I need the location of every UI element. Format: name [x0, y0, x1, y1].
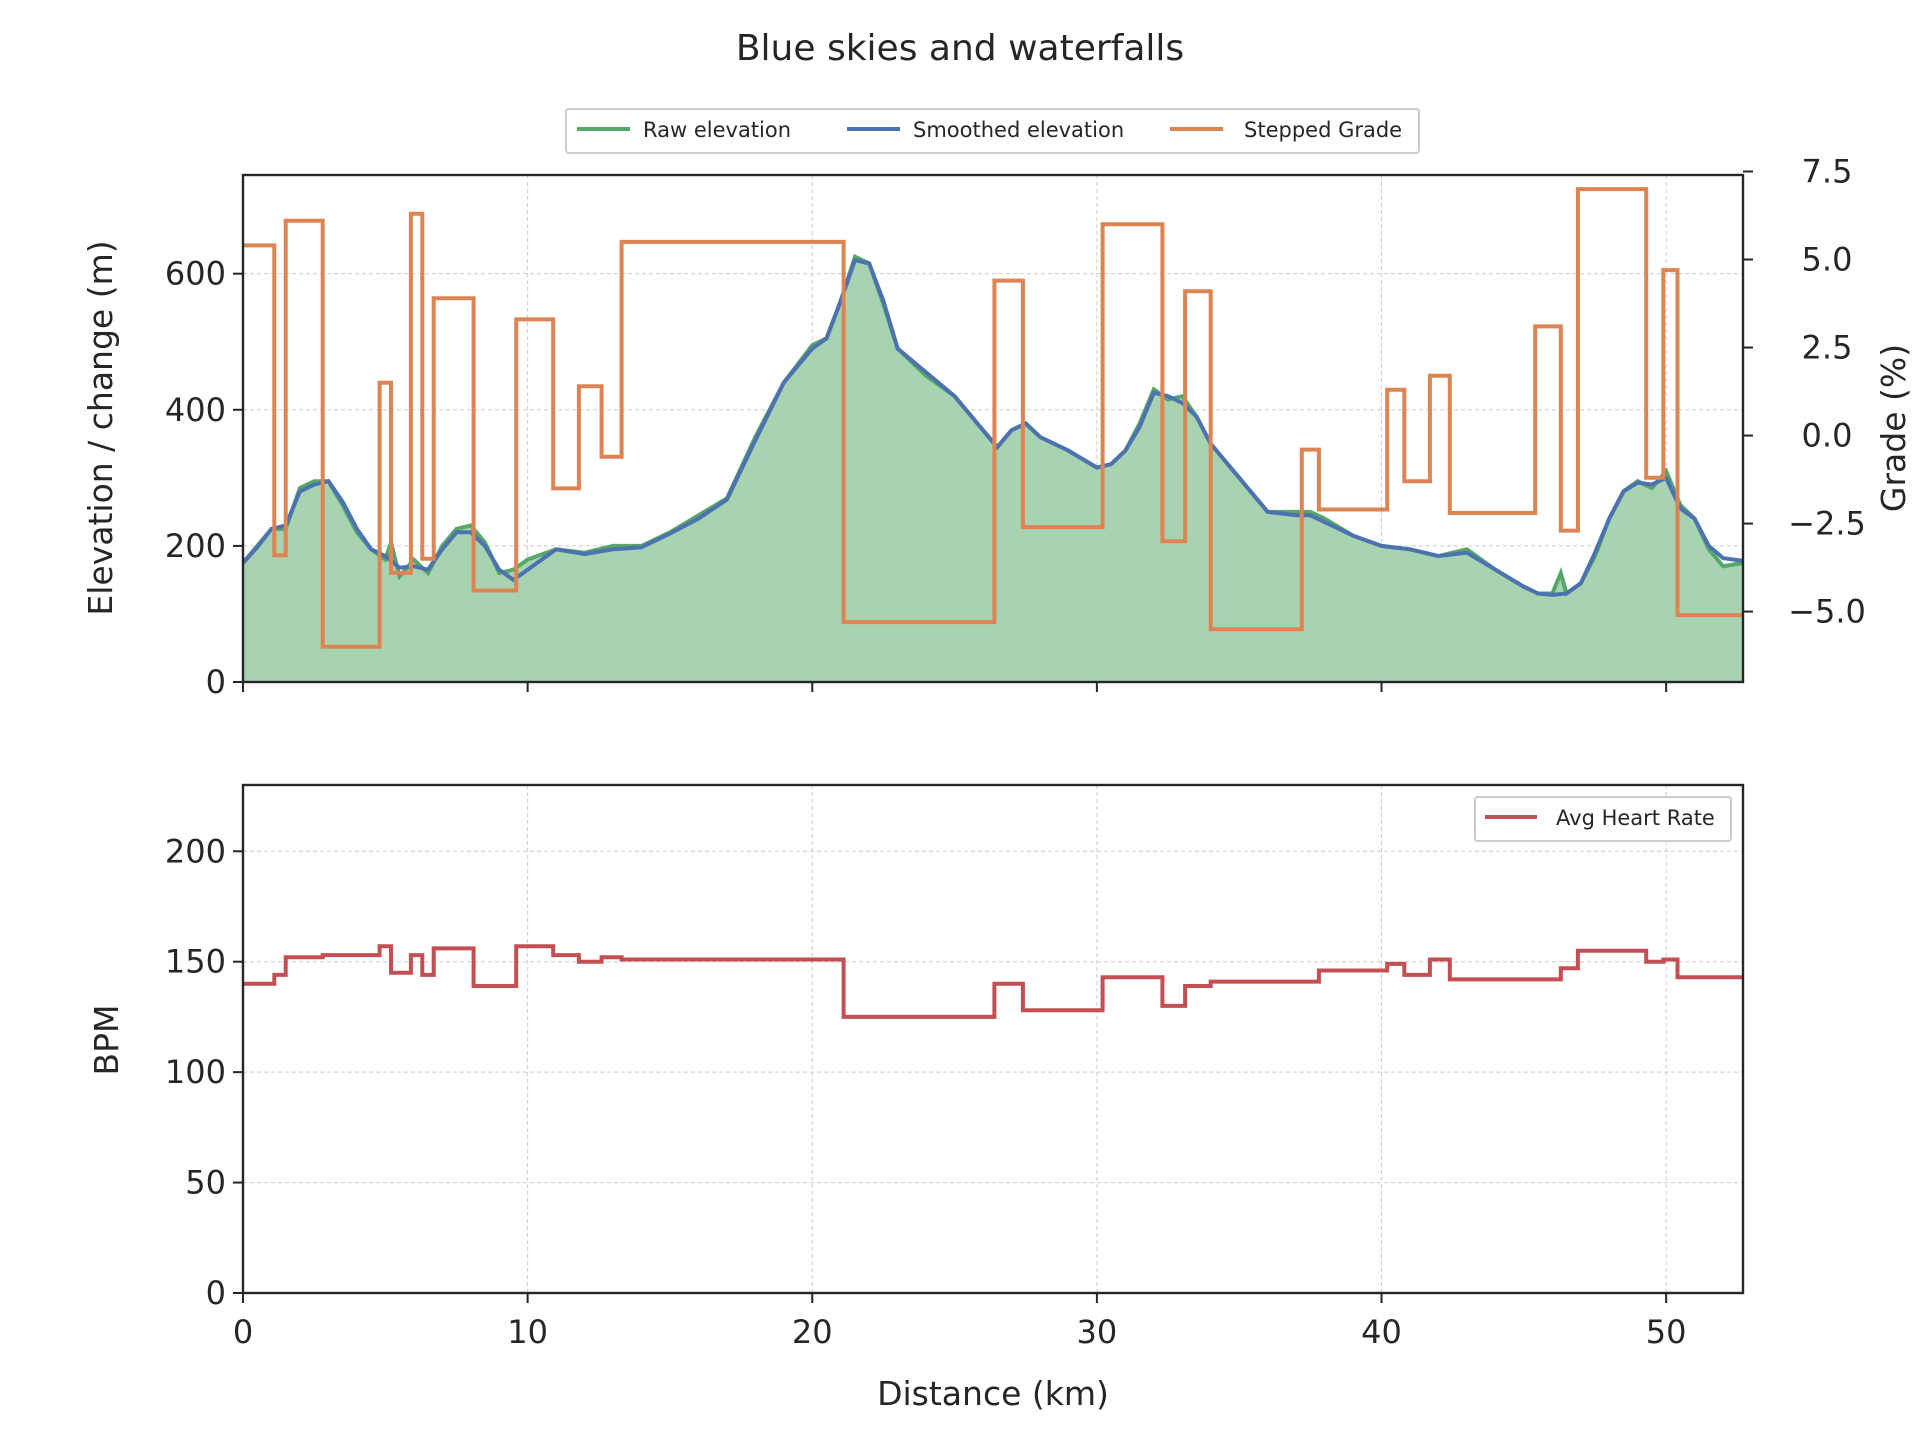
chart-title: Blue skies and waterfalls	[736, 28, 1184, 69]
xtick-label-5: 50	[1646, 1313, 1687, 1351]
grade-ylabel: Grade (%)	[1874, 344, 1913, 512]
stepped-grade-line	[243, 187, 1743, 649]
heart-rate-legend: Avg Heart Rate	[1474, 796, 1732, 842]
bpm-ytick-label-3: 150	[165, 943, 226, 981]
heart-rate-ylabel: BPM	[87, 1004, 126, 1075]
avg-heart-rate-line	[243, 944, 1743, 1019]
legend-label-smoothed: Smoothed elevation	[913, 118, 1124, 142]
elevation-legend-box	[565, 108, 1420, 154]
xtick-label-2: 20	[792, 1313, 833, 1351]
grade-ytick-label-2: 2.5	[1802, 329, 1853, 367]
xtick-label-0: 0	[233, 1313, 253, 1351]
xtick-label-1: 10	[507, 1313, 548, 1351]
elevation-legend: Raw elevation Smoothed elevation Stepped…	[565, 108, 1420, 154]
elevation-panel: 0 200 400 600 7.5 5.0 2.5 0.0 −2.5 −5.0 Elevation…	[81, 108, 1913, 701]
bpm-ytick-label-1: 50	[185, 1164, 226, 1202]
grade-ytick-label-0: 7.5	[1802, 152, 1853, 190]
bpm-ytick-label-2: 100	[165, 1053, 226, 1091]
heart-rate-grid	[242, 785, 1743, 1294]
grade-ytick-label-3: 0.0	[1802, 417, 1853, 455]
elevation-ticks: 0 200 400 600 7.5 5.0 2.5 0.0 −2.5 −5.0	[165, 152, 1866, 701]
grade-ytick-label-4: −2.5	[1788, 505, 1866, 543]
heart-rate-legend-box	[1474, 796, 1732, 842]
heart-rate-panel: 0 50 100 150 200 0 10 20 30 40 50 BPM Distance (km…	[87, 783, 1745, 1413]
grade-ytick-label-5: −5.0	[1788, 593, 1866, 631]
heart-rate-ticks: 0 50 100 150 200 0 10 20 30 40 50	[165, 832, 1687, 1351]
heart-rate-plot-frame	[241, 783, 1745, 1295]
elevation-ytick-label-2: 400	[165, 391, 226, 429]
legend-label-raw: Raw elevation	[643, 118, 791, 142]
elevation-plot-frame	[241, 173, 1745, 684]
legend-label-grade: Stepped Grade	[1244, 118, 1402, 142]
elevation-ytick-label-1: 200	[165, 527, 226, 565]
smoothed-elevation-line	[241, 257, 1744, 597]
elevation-ylabel: Elevation / change (m)	[81, 240, 120, 615]
bpm-ytick-label-4: 200	[165, 832, 226, 870]
xtick-label-4: 40	[1361, 1313, 1402, 1351]
elevation-ytick-label-3: 600	[165, 255, 226, 293]
legend-label-heart-rate: Avg Heart Rate	[1556, 806, 1715, 830]
elevation-ytick-label-0: 0	[206, 663, 226, 701]
x-axis-label: Distance (km)	[877, 1374, 1109, 1413]
bpm-ytick-label-0: 0	[206, 1274, 226, 1312]
xtick-label-3: 30	[1077, 1313, 1118, 1351]
grade-ytick-label-1: 5.0	[1802, 241, 1853, 279]
